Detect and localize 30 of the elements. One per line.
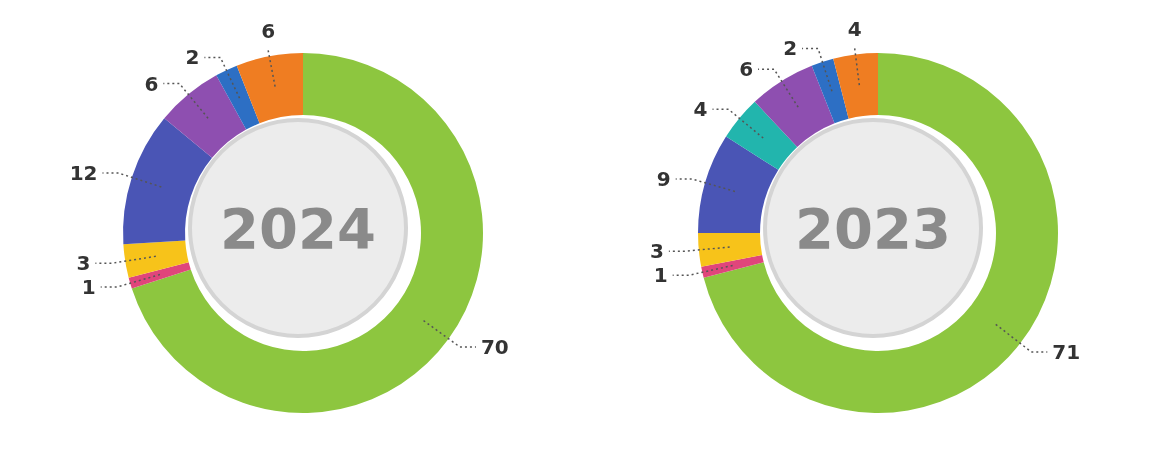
donut-slice: [123, 118, 213, 245]
data-label: 12: [69, 161, 98, 186]
data-label: 1: [653, 263, 668, 288]
data-label: 3: [76, 251, 91, 276]
donut-slice: [698, 136, 779, 233]
donut-slice: [236, 53, 303, 124]
data-label: 3: [649, 239, 664, 264]
text: 2024: [220, 195, 376, 261]
data-label: 6: [261, 19, 276, 44]
data-label: 71: [1052, 339, 1081, 364]
data-label: 6: [739, 57, 754, 82]
data-label: 9: [656, 166, 671, 191]
donut-slice: [833, 53, 878, 119]
data-label: 4: [847, 17, 862, 42]
donut-slice: [701, 255, 764, 278]
donut-slice: [123, 240, 189, 278]
donut-slice: [128, 262, 191, 289]
data-label: 6: [144, 71, 159, 96]
donut-slice: [726, 101, 798, 170]
data-label: 70: [480, 335, 509, 360]
text: 2023: [795, 195, 951, 261]
data-label: 4: [693, 97, 708, 122]
donut-slice: [698, 233, 763, 267]
donut-slice: [754, 65, 835, 147]
data-label: 2: [185, 45, 200, 70]
donut-slice: [164, 75, 247, 158]
donut-slice: [811, 58, 849, 124]
data-label: 1: [81, 275, 96, 300]
data-label: 2: [783, 36, 798, 61]
donut-slice: [216, 65, 260, 130]
